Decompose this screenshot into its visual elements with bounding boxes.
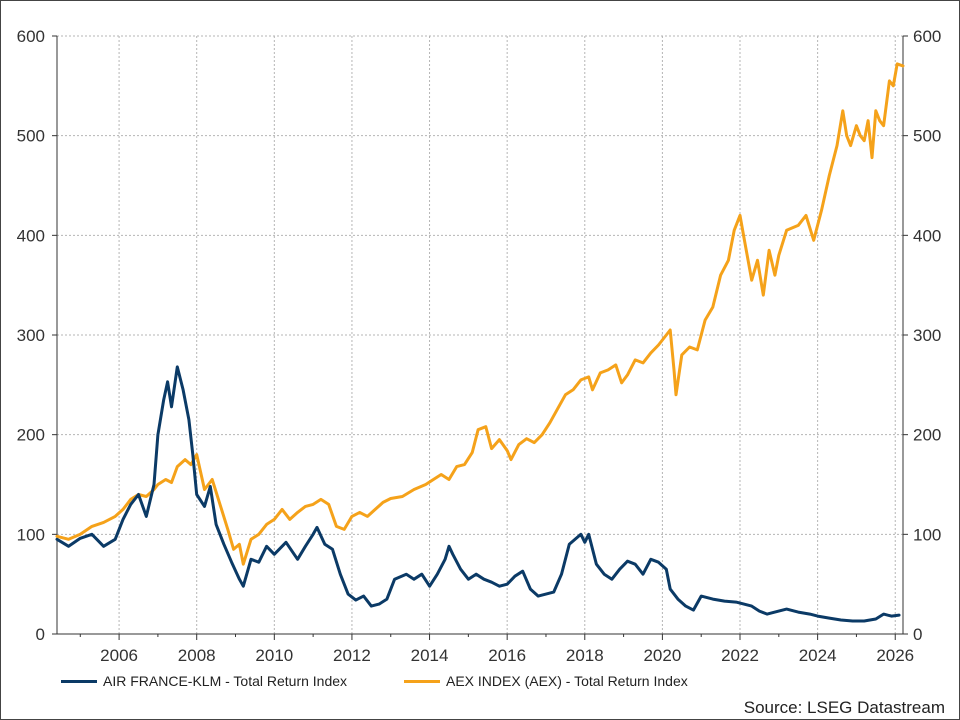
y-tick-label-left: 100	[17, 525, 45, 544]
x-tick-label: 2008	[178, 646, 216, 665]
legend-item-aex: AEX INDEX (AEX) - Total Return Index	[404, 673, 688, 689]
legend-label-aex: AEX INDEX (AEX) - Total Return Index	[446, 673, 688, 689]
x-tick-label: 2006	[100, 646, 138, 665]
y-tick-label-right: 0	[913, 625, 922, 644]
source-note: Source: LSEG Datastream	[743, 698, 945, 717]
y-tick-label-left: 600	[17, 27, 45, 46]
x-tick-label: 2022	[721, 646, 759, 665]
y-tick-label-left: 400	[17, 226, 45, 245]
gridlines	[57, 35, 903, 634]
axes	[52, 35, 908, 640]
y-tick-label-right: 600	[913, 27, 941, 46]
series-lines	[55, 62, 905, 623]
series-line-aex	[55, 62, 905, 566]
y-tick-label-right: 400	[913, 226, 941, 245]
y-tick-label-left: 300	[17, 326, 45, 345]
x-tick-label: 2024	[799, 646, 837, 665]
x-tick-label: 2026	[876, 646, 914, 665]
x-tick-label: 2016	[488, 646, 526, 665]
legend-swatch-air-france	[61, 679, 97, 683]
y-tick-label-left: 500	[17, 127, 45, 146]
x-tick-label: 2012	[333, 646, 371, 665]
tick-labels: 0 0 100 100 200 200 300 300 400 400 500 500 600 600 20…	[17, 27, 942, 665]
series-line-air-france	[55, 365, 901, 623]
legend-label-air-france: AIR FRANCE-KLM - Total Return Index	[103, 673, 348, 689]
y-tick-label-right: 200	[913, 426, 941, 445]
y-tick-label-right: 300	[913, 326, 941, 345]
y-tick-label-left: 200	[17, 426, 45, 445]
y-tick-label-right: 100	[913, 525, 941, 544]
x-tick-label: 2010	[255, 646, 293, 665]
x-tick-label: 2014	[411, 646, 449, 665]
legend-swatch-aex	[404, 679, 440, 683]
legend-item-air-france: AIR FRANCE-KLM - Total Return Index	[61, 673, 347, 689]
y-tick-label-right: 500	[913, 127, 941, 146]
x-tick-label: 2018	[566, 646, 604, 665]
y-tick-label-left: 0	[36, 625, 45, 644]
x-tick-label: 2020	[643, 646, 681, 665]
